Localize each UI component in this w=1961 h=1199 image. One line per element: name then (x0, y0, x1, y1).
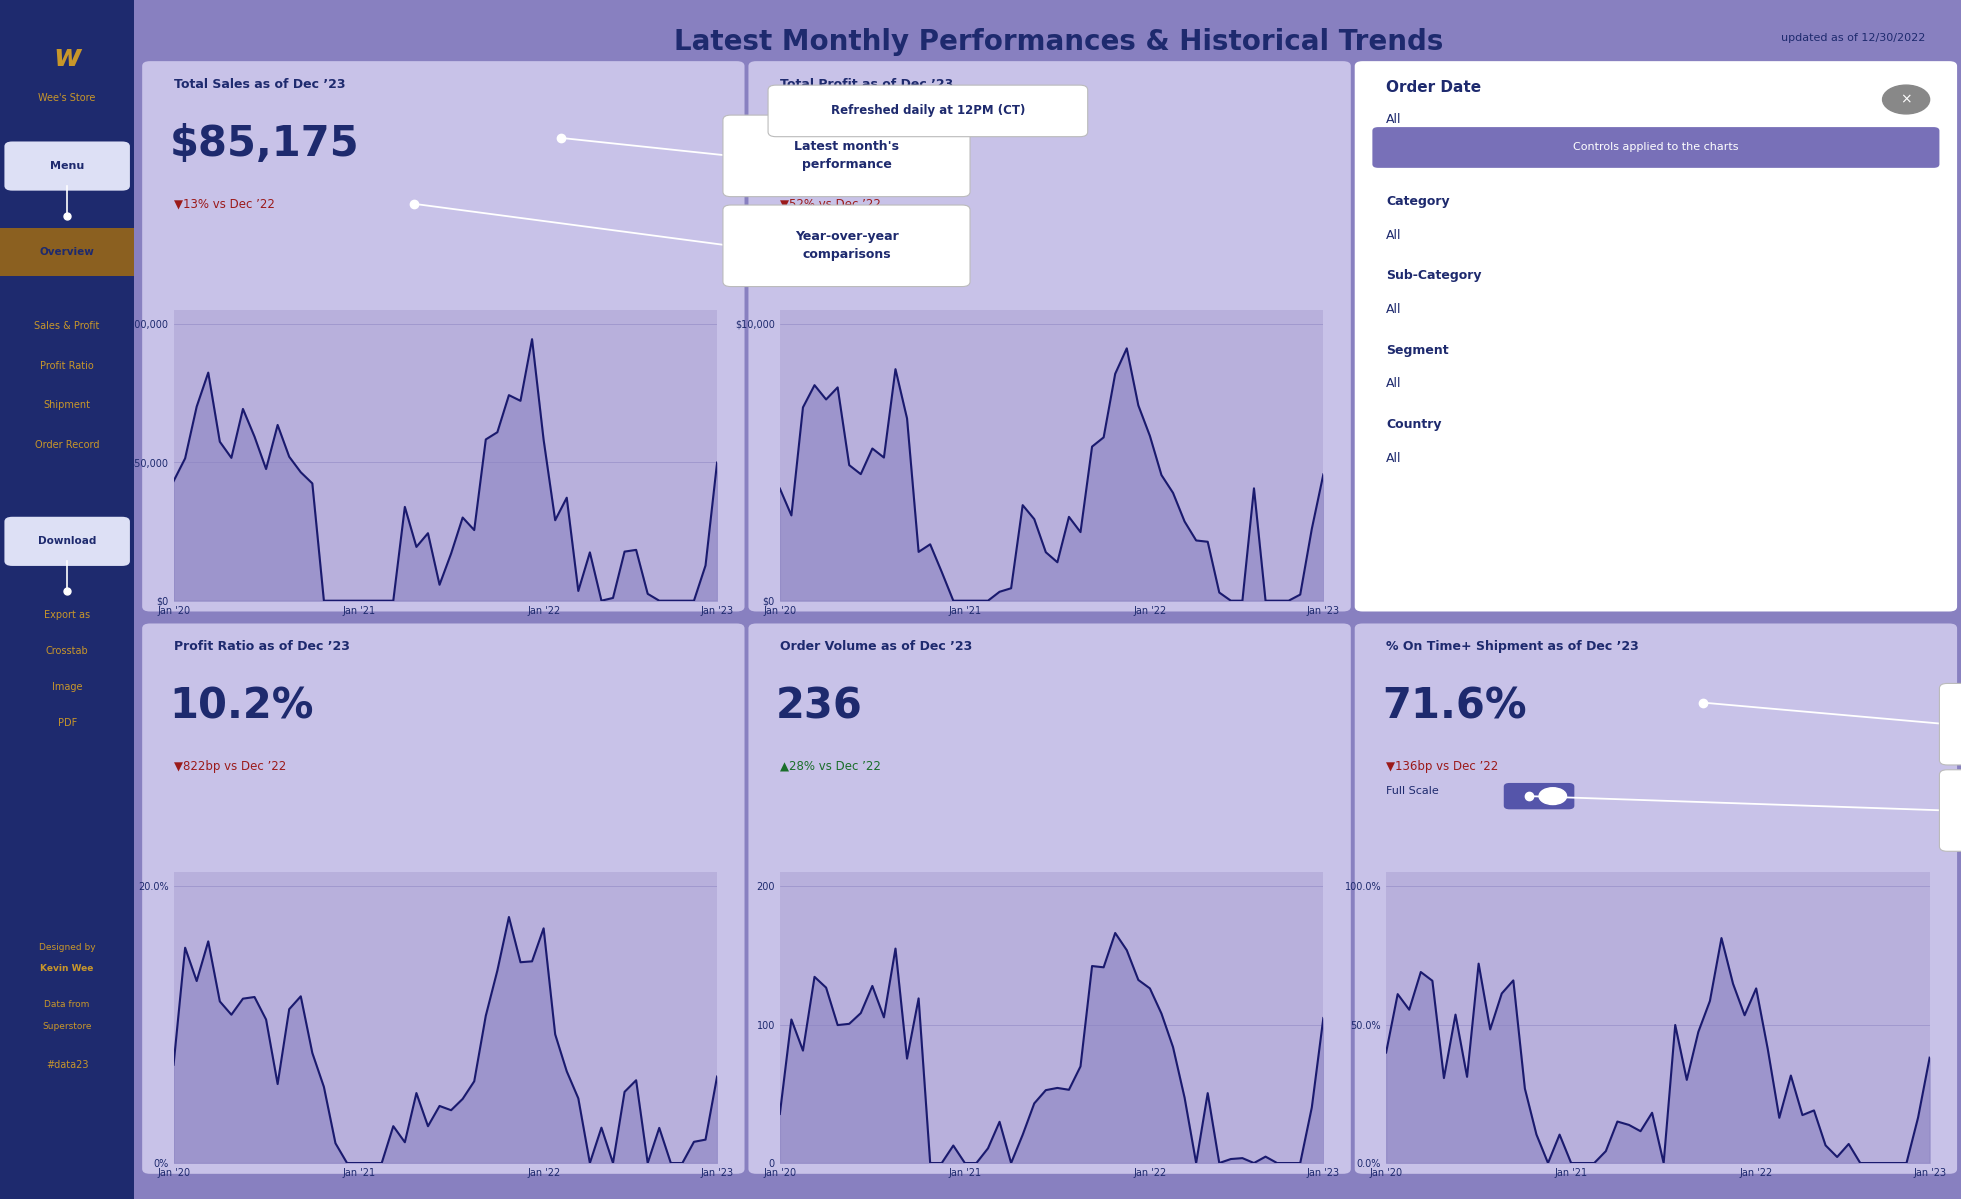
FancyBboxPatch shape (143, 61, 745, 611)
Text: All: All (1386, 452, 1402, 465)
Text: 10.2%: 10.2% (171, 685, 314, 728)
Text: Total Sales as of Dec ’23: Total Sales as of Dec ’23 (175, 78, 345, 91)
Text: All: All (1386, 229, 1402, 242)
Text: Data from: Data from (45, 1000, 90, 1010)
Circle shape (1539, 788, 1567, 805)
Text: Profit Ratio as of Dec ’23: Profit Ratio as of Dec ’23 (175, 640, 349, 653)
Text: Sales & Profit: Sales & Profit (35, 321, 100, 331)
Text: Wee's Store: Wee's Store (39, 94, 96, 103)
Text: Full Scale: Full Scale (1386, 785, 1439, 796)
Text: Total Profit as of Dec ’23: Total Profit as of Dec ’23 (780, 78, 953, 91)
Text: Order Volume as of Dec ’23: Order Volume as of Dec ’23 (780, 640, 973, 653)
FancyBboxPatch shape (4, 517, 129, 566)
FancyBboxPatch shape (769, 85, 1088, 137)
Text: All: All (1386, 303, 1402, 317)
Text: Order Date: Order Date (1386, 80, 1481, 96)
Text: ▼822bp vs Dec ’22: ▼822bp vs Dec ’22 (175, 760, 286, 773)
FancyBboxPatch shape (135, 0, 1961, 1199)
FancyBboxPatch shape (261, 458, 624, 546)
Text: 71.6%: 71.6% (1383, 685, 1528, 728)
FancyBboxPatch shape (749, 61, 1351, 611)
Text: ▼52% vs Dec ’22: ▼52% vs Dec ’22 (780, 198, 880, 211)
Text: Shipment: Shipment (43, 400, 90, 410)
FancyBboxPatch shape (1504, 783, 1575, 809)
FancyBboxPatch shape (0, 0, 135, 1199)
Text: #data23: #data23 (45, 1060, 88, 1070)
FancyBboxPatch shape (143, 623, 745, 1174)
Text: $8,658: $8,658 (777, 122, 937, 165)
Text: Click the line to read values in the
same month across all charts: Click the line to read values in the sam… (322, 487, 563, 517)
FancyBboxPatch shape (0, 228, 135, 276)
FancyBboxPatch shape (1939, 770, 1961, 851)
Text: Menu: Menu (51, 161, 84, 171)
Text: Sub-Category: Sub-Category (1386, 270, 1483, 283)
Text: Download: Download (37, 536, 96, 547)
Text: Kevin Wee: Kevin Wee (41, 964, 94, 974)
Text: Refreshed daily at 12PM (CT): Refreshed daily at 12PM (CT) (831, 104, 1026, 118)
FancyBboxPatch shape (724, 205, 971, 287)
Text: Image: Image (51, 682, 82, 692)
Text: % On Time+ Shipment as of Dec ’23: % On Time+ Shipment as of Dec ’23 (1386, 640, 1639, 653)
Text: w: w (53, 43, 80, 72)
Text: PDF: PDF (57, 718, 76, 728)
Text: Segment: Segment (1386, 344, 1449, 357)
FancyBboxPatch shape (724, 115, 971, 197)
FancyBboxPatch shape (4, 141, 129, 191)
Text: Export as: Export as (43, 610, 90, 620)
Text: 236: 236 (777, 685, 863, 728)
Text: updated as of 12/30/2022: updated as of 12/30/2022 (1781, 34, 1926, 43)
Text: Latest Monthly Performances & Historical Trends: Latest Monthly Performances & Historical… (675, 28, 1443, 56)
Text: Category: Category (1386, 195, 1449, 209)
FancyBboxPatch shape (1373, 127, 1939, 168)
Text: ▼13% vs Dec ’22: ▼13% vs Dec ’22 (175, 198, 275, 211)
Text: Controls applied to the charts: Controls applied to the charts (1573, 143, 1739, 152)
Text: All: All (1386, 114, 1402, 127)
FancyBboxPatch shape (1355, 61, 1957, 611)
Text: Overview: Overview (39, 247, 94, 257)
Text: ▲28% vs Dec ’22: ▲28% vs Dec ’22 (780, 760, 880, 773)
Circle shape (1883, 85, 1930, 114)
FancyBboxPatch shape (1355, 623, 1957, 1174)
Text: Crosstab: Crosstab (45, 646, 88, 656)
Text: Superstore: Superstore (43, 1022, 92, 1031)
Text: Profit Ratio: Profit Ratio (41, 361, 94, 370)
Text: Year-over-year
comparisons: Year-over-year comparisons (794, 230, 898, 261)
Text: All: All (1386, 378, 1402, 391)
Text: ×: × (1900, 92, 1912, 107)
FancyBboxPatch shape (749, 623, 1351, 1174)
Text: $85,175: $85,175 (171, 122, 359, 165)
Text: Designed by: Designed by (39, 942, 96, 952)
Text: ▼136bp vs Dec ’22: ▼136bp vs Dec ’22 (1386, 760, 1498, 773)
Text: Latest month's
performance: Latest month's performance (794, 140, 898, 171)
FancyBboxPatch shape (1939, 683, 1961, 765)
Text: Country: Country (1386, 418, 1441, 432)
Text: Order Record: Order Record (35, 440, 100, 450)
